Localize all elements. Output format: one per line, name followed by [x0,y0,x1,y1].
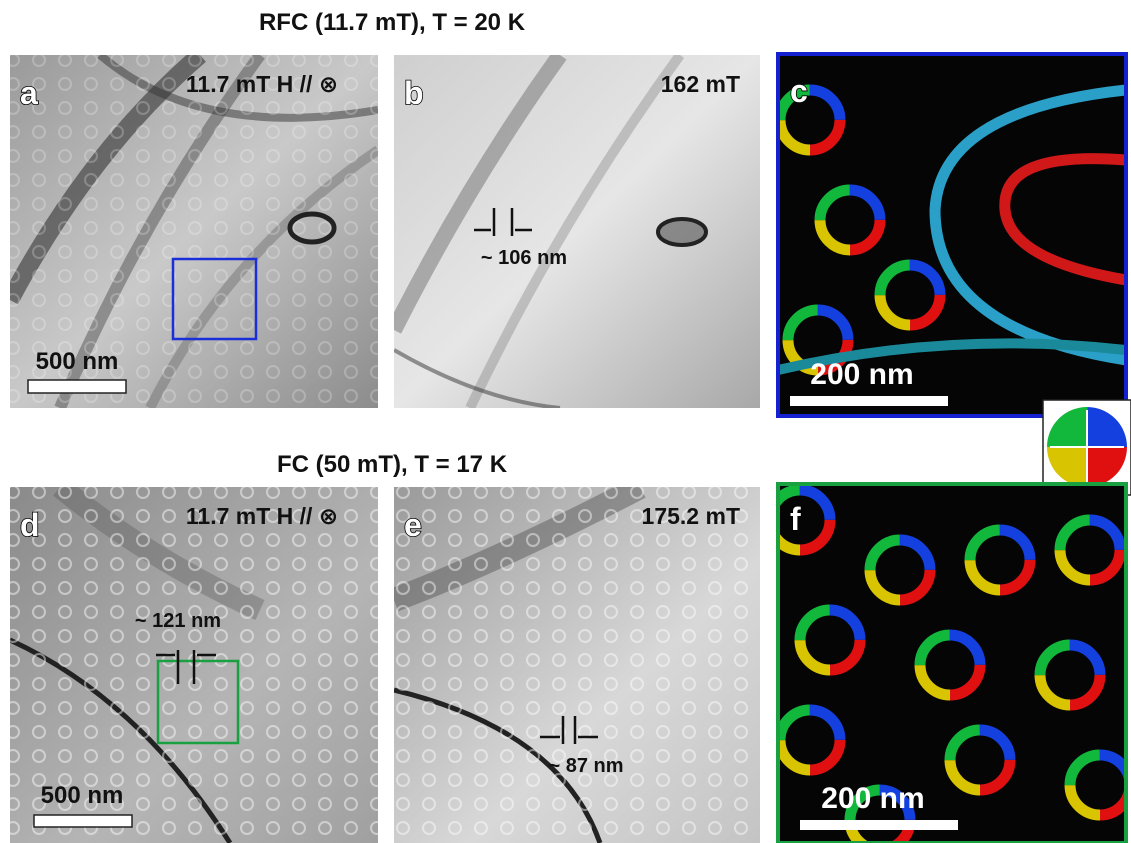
panel-label: c [790,73,808,109]
field-label: 162 mT [661,71,740,97]
panel-label: e [404,507,422,543]
color-wheel [1043,400,1131,495]
panel-e-image [394,487,760,843]
scale-bar-label: 500 nm [36,348,119,375]
measure-label: ~ 121 nm [135,610,221,632]
panel-label: d [20,507,40,543]
scale-bar [800,820,958,830]
row-title: RFC (11.7 mT), T = 20 K [259,9,526,36]
measure-label: ~ 87 nm [548,755,623,777]
panel-label: b [404,75,424,111]
field-label: 11.7 mT H // ⊗ [186,71,338,97]
row-title: FC (50 mT), T = 17 K [277,451,508,478]
scale-bar [34,815,132,827]
field-label: 175.2 mT [642,503,740,529]
measure-label: ~ 106 nm [481,247,567,269]
panel-b-image [394,55,760,408]
panel-label: f [790,501,801,537]
scale-bar-label: 200 nm [821,782,924,815]
scale-bar-label: 500 nm [41,782,124,809]
scale-bar [28,380,126,393]
figure: RFC (11.7 mT), T = 20 K FC (50 mT), T = … [0,0,1131,843]
scale-bar-label: 200 nm [810,358,913,391]
panel-label: a [20,75,38,111]
field-label: 11.7 mT H // ⊗ [186,503,338,529]
scale-bar [790,396,948,406]
